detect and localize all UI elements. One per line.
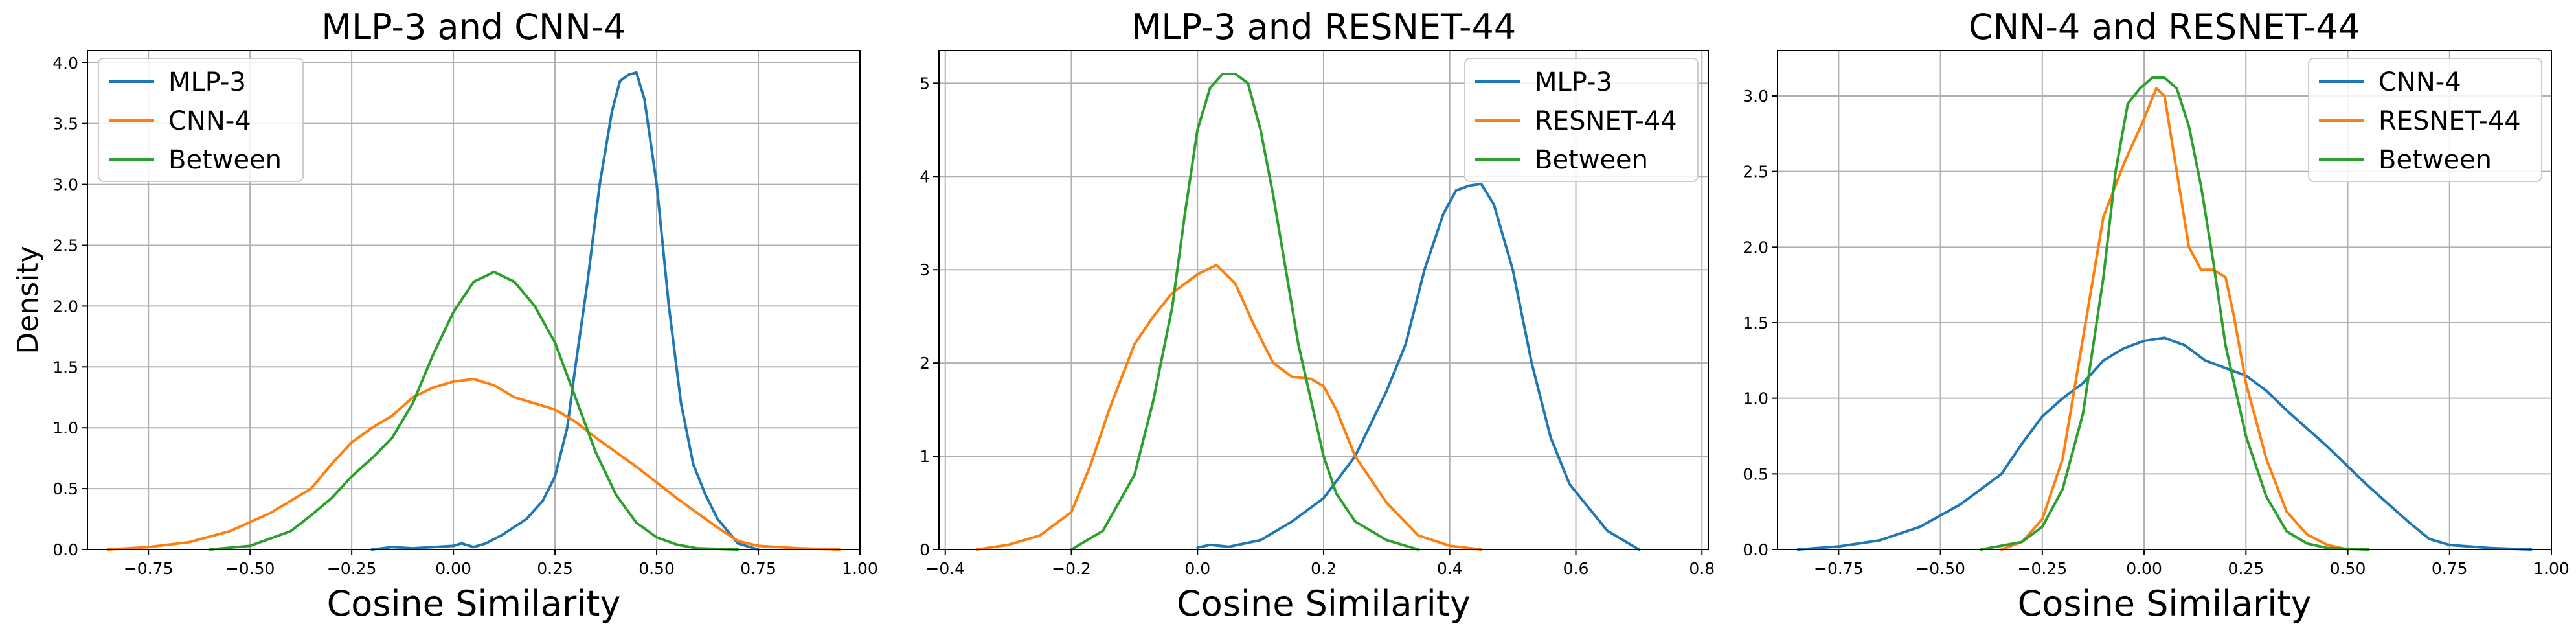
y-tick-label: 3.0	[52, 176, 78, 194]
y-tick-label: 2.5	[1743, 163, 1768, 181]
grid	[939, 51, 1708, 550]
y-tick-label: 2.0	[52, 297, 78, 316]
chart-title: MLP-3 and CNN-4	[321, 6, 626, 47]
y-tick-label: 2	[920, 354, 930, 373]
x-tick-label: 0.8	[1689, 559, 1715, 578]
y-tick-label: 0.5	[1743, 465, 1768, 483]
series-line-resnet-44	[975, 264, 1483, 551]
legend-label: CNN-4	[168, 106, 251, 136]
legend-label: RESNET-44	[2378, 106, 2521, 136]
x-tick-label: 0.0	[1184, 559, 1210, 578]
y-tick-label: 1	[920, 447, 930, 466]
x-tick-label: 0.75	[740, 559, 776, 578]
legend-label: CNN-4	[2378, 67, 2461, 97]
chart-title: CNN-4 and RESNET-44	[1969, 6, 2360, 47]
x-tick-label: 1.00	[842, 559, 878, 578]
x-tick-label: −0.75	[1814, 559, 1864, 578]
series-line-cnn-4	[106, 378, 841, 551]
y-tick-label: 2.5	[52, 236, 78, 255]
y-tick-label: 1.0	[1743, 389, 1768, 408]
x-tick-label: 0.25	[2228, 559, 2264, 578]
y-tick-label: 0.0	[1743, 540, 1768, 559]
legend-label: RESNET-44	[1535, 106, 1677, 136]
x-axis-title: Cosine Similarity	[2018, 583, 2312, 624]
y-tick-label: 4.0	[52, 54, 78, 73]
plot-frame	[1777, 50, 2552, 550]
legend-frame	[98, 58, 304, 182]
series-line-mlp-3	[370, 71, 760, 551]
legend-frame	[2308, 58, 2542, 182]
y-tick-label: 0	[920, 540, 930, 559]
plot-frame	[87, 50, 861, 550]
x-tick-label: 0.6	[1563, 559, 1589, 578]
x-tick-label: −0.25	[327, 559, 377, 578]
legend-label: Between	[168, 145, 282, 175]
x-tick-label: 0.50	[638, 559, 675, 578]
y-axis-title: Density	[12, 246, 45, 354]
chart-panel-1: −0.75 −0.50 −0.25 0.00 0.25 0.50 0.75 1.00 0.0 0.…	[12, 6, 878, 624]
legend-label: MLP-3	[1535, 67, 1612, 97]
x-tick-label: −0.75	[124, 559, 174, 578]
legend: MLP-3 RESNET-44 Between	[1464, 58, 1699, 182]
y-tick-label: 1.0	[52, 419, 78, 437]
series-line-cnn-4	[1796, 336, 2533, 551]
chart-panel-2: −0.4 −0.2 0.0 0.2 0.4 0.6 0.8 0 1 2 3 4 5 MLP-3 and R…	[920, 6, 1715, 624]
x-tick-label: −0.25	[2018, 559, 2068, 578]
y-tick-label: 1.5	[1743, 314, 1768, 332]
y-tick-label: 3.0	[1743, 87, 1768, 106]
y-tick-label: 0.0	[52, 540, 78, 559]
grid	[87, 51, 861, 550]
x-tick-label: 0.00	[2126, 559, 2162, 578]
y-tick-label: 2.0	[1743, 238, 1768, 257]
legend-label: MLP-3	[168, 67, 246, 97]
series-line-between	[1980, 76, 2369, 551]
x-tick-label: 0.00	[435, 559, 471, 578]
series-line-mlp-3	[1196, 182, 1640, 551]
y-tick-label: 5	[920, 74, 930, 93]
x-tick-label: 0.75	[2432, 559, 2468, 578]
x-tick-label: 0.4	[1437, 559, 1463, 578]
x-axis-title: Cosine Similarity	[327, 583, 621, 624]
legend-label: Between	[2378, 145, 2492, 175]
y-tick-label: 0.5	[52, 479, 78, 498]
y-tick-label: 4	[920, 167, 930, 186]
series-line-between	[1070, 73, 1420, 551]
x-tick-label: −0.2	[1052, 559, 1091, 578]
x-tick-label: 0.2	[1311, 559, 1337, 578]
chart-title: MLP-3 and RESNET-44	[1131, 6, 1516, 47]
y-tick-label: 1.5	[52, 358, 78, 376]
x-tick-label: −0.50	[225, 559, 275, 578]
x-tick-label: −0.50	[1915, 559, 1965, 578]
legend: CNN-4 RESNET-44 Between	[2308, 58, 2542, 182]
x-tick-label: −0.4	[925, 559, 965, 578]
x-tick-label: 1.00	[2533, 559, 2570, 578]
y-tick-label: 3	[920, 260, 930, 279]
x-axis-title: Cosine Similarity	[1177, 583, 1471, 624]
x-tick-label: 0.50	[2330, 559, 2366, 578]
chart-panel-3: −0.75 −0.50 −0.25 0.00 0.25 0.50 0.75 1.00 0.0 0.…	[1743, 6, 2570, 624]
legend-label: Between	[1535, 145, 1648, 175]
series-line-resnet-44	[2000, 87, 2349, 551]
legend-frame	[1464, 58, 1699, 182]
series-line-between	[208, 270, 740, 551]
x-tick-label: 0.25	[537, 559, 573, 578]
y-tick-label: 3.5	[52, 115, 78, 133]
legend: MLP-3 CNN-4 Between	[98, 58, 304, 182]
